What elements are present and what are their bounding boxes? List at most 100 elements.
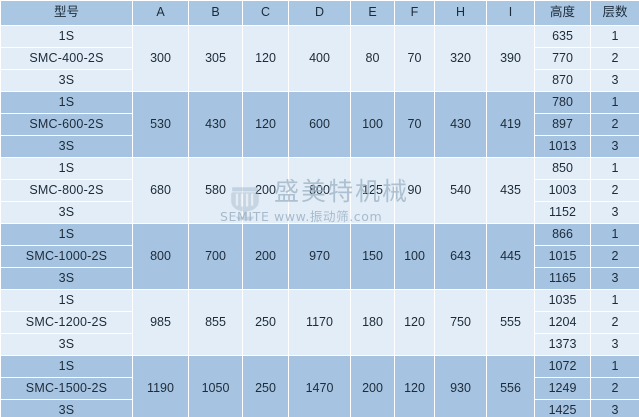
cell-dim-c: 250 [242, 289, 289, 356]
cell-layers: 2 [590, 245, 639, 268]
cell-dim-a: 1190 [132, 355, 189, 417]
table-header-row: 型号 A B C D E F H I 高度 层数 [0, 0, 639, 26]
cell-model: SMC-400-2S [0, 47, 133, 70]
cell-height: 870 [534, 69, 591, 92]
column-header-i: I [486, 0, 535, 26]
cell-dim-e: 100 [350, 91, 395, 158]
cell-model-layer-suffix: 3S [0, 399, 133, 417]
cell-model: SMC-1200-2S [0, 311, 133, 334]
cell-model-layer-suffix: 3S [0, 333, 133, 356]
cell-layers: 2 [590, 377, 639, 400]
cell-dim-e: 125 [350, 157, 395, 224]
cell-height: 780 [534, 91, 591, 114]
cell-layers: 2 [590, 311, 639, 334]
column-header-height: 高度 [534, 0, 591, 26]
cell-dim-h: 643 [434, 223, 487, 290]
cell-model-layer-suffix: 1S [0, 157, 133, 180]
cell-dim-i: 419 [486, 91, 535, 158]
cell-height: 1373 [534, 333, 591, 356]
cell-dim-f: 90 [394, 157, 435, 224]
cell-dim-f: 120 [394, 355, 435, 417]
cell-dim-c: 200 [242, 157, 289, 224]
cell-dim-e: 200 [350, 355, 395, 417]
column-header-b: B [188, 0, 243, 26]
cell-height: 1003 [534, 179, 591, 202]
cell-model-layer-suffix: 1S [0, 355, 133, 378]
table-row: 3S 1013 3 [0, 135, 639, 158]
column-header-e: E [350, 0, 395, 26]
cell-dim-d: 970 [288, 223, 351, 290]
cell-dim-e: 180 [350, 289, 395, 356]
cell-layers: 1 [590, 289, 639, 312]
cell-dim-a: 680 [132, 157, 189, 224]
cell-model-layer-suffix: 3S [0, 267, 133, 290]
cell-height: 1425 [534, 399, 591, 417]
table-row: SMC-800-2S 1003 2 [0, 179, 639, 202]
cell-dim-h: 930 [434, 355, 487, 417]
cell-height: 1035 [534, 289, 591, 312]
cell-dim-f: 70 [394, 91, 435, 158]
cell-dim-h: 430 [434, 91, 487, 158]
cell-layers: 1 [590, 223, 639, 246]
cell-height: 1152 [534, 201, 591, 224]
cell-height: 897 [534, 113, 591, 136]
table-row: 1S 800 700 200 970 150 100 643 445 866 1 [0, 223, 639, 290]
cell-height: 1165 [534, 267, 591, 290]
cell-layers: 3 [590, 135, 639, 158]
cell-dim-b: 1050 [188, 355, 243, 417]
table-body: 1S 300 305 120 400 80 70 320 390 635 1 SMC-400-2S 77… [0, 25, 639, 417]
cell-dim-i: 556 [486, 355, 535, 417]
cell-model-layer-suffix: 3S [0, 135, 133, 158]
cell-dim-a: 530 [132, 91, 189, 158]
cell-dim-c: 120 [242, 91, 289, 158]
table-row: 1S 300 305 120 400 80 70 320 390 635 1 [0, 25, 639, 92]
cell-dim-d: 400 [288, 25, 351, 92]
cell-dim-i: 555 [486, 289, 535, 356]
table-row: 3S 1152 3 [0, 201, 639, 224]
column-header-layers: 层数 [590, 0, 639, 26]
table-row: SMC-1000-2S 1015 2 [0, 245, 639, 268]
cell-layers: 1 [590, 157, 639, 180]
table-row: 1S 1190 1050 250 1470 200 120 930 556 1072 1 [0, 355, 639, 417]
cell-layers: 3 [590, 333, 639, 356]
cell-dim-h: 540 [434, 157, 487, 224]
cell-dim-h: 320 [434, 25, 487, 92]
cell-layers: 1 [590, 25, 639, 48]
table-row: 3S 870 3 [0, 69, 639, 92]
cell-model-layer-suffix: 1S [0, 223, 133, 246]
cell-height: 1249 [534, 377, 591, 400]
cell-layers: 1 [590, 355, 639, 378]
cell-dim-c: 120 [242, 25, 289, 92]
cell-model-layer-suffix: 1S [0, 91, 133, 114]
cell-dim-f: 70 [394, 25, 435, 92]
cell-dim-d: 1170 [288, 289, 351, 356]
cell-model-layer-suffix: 3S [0, 69, 133, 92]
table-row: 1S 680 580 200 800 125 90 540 435 850 1 [0, 157, 639, 224]
table-row: SMC-1500-2S 1249 2 [0, 377, 639, 400]
cell-layers: 3 [590, 267, 639, 290]
cell-model-layer-suffix: 3S [0, 201, 133, 224]
table-row: 3S 1425 3 [0, 399, 639, 417]
cell-layers: 2 [590, 113, 639, 136]
cell-dim-i: 435 [486, 157, 535, 224]
column-header-h: H [434, 0, 487, 26]
cell-dim-f: 100 [394, 223, 435, 290]
cell-layers: 3 [590, 69, 639, 92]
column-header-f: F [394, 0, 435, 26]
cell-dim-i: 390 [486, 25, 535, 92]
cell-dim-a: 985 [132, 289, 189, 356]
cell-model: SMC-800-2S [0, 179, 133, 202]
cell-dim-d: 1470 [288, 355, 351, 417]
column-header-a: A [132, 0, 189, 26]
column-header-model: 型号 [0, 0, 133, 26]
cell-dim-a: 300 [132, 25, 189, 92]
cell-dim-b: 700 [188, 223, 243, 290]
cell-dim-b: 580 [188, 157, 243, 224]
table-row: 1S 530 430 120 600 100 70 430 419 780 1 [0, 91, 639, 158]
cell-dim-b: 855 [188, 289, 243, 356]
cell-dim-i: 445 [486, 223, 535, 290]
cell-height: 770 [534, 47, 591, 70]
cell-layers: 1 [590, 91, 639, 114]
table-row: SMC-400-2S 770 2 [0, 47, 639, 70]
